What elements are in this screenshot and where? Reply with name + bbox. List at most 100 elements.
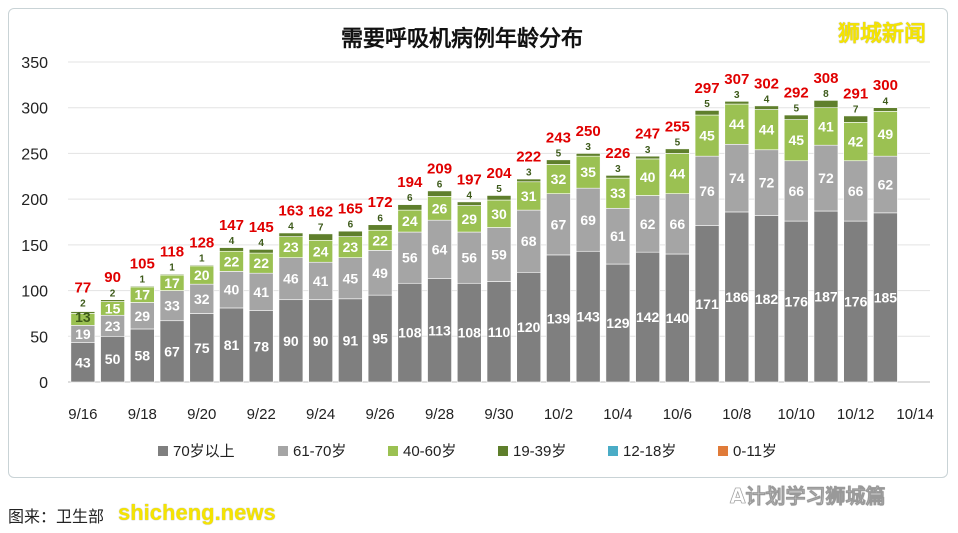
segment-value-label: 42 <box>848 134 864 150</box>
bar-segment-2 <box>843 122 868 162</box>
bar-segment-0 <box>308 299 333 383</box>
y-tick-label: 350 <box>21 55 48 72</box>
segment-value-label: 3 <box>585 142 591 153</box>
segment-value-label: 49 <box>372 265 388 281</box>
bar-segment-0 <box>783 220 809 383</box>
segment-value-label: 33 <box>164 298 180 314</box>
bar-segment-0 <box>189 313 215 383</box>
segment-value-label: 59 <box>491 246 507 262</box>
segment-value-label: 72 <box>759 175 775 191</box>
segment-value-label: 44 <box>729 116 745 132</box>
bar-segment-0 <box>367 294 393 383</box>
segment-value-label: 64 <box>432 241 448 257</box>
bar-segment-2 <box>486 199 512 228</box>
total-value-label: 302 <box>754 75 779 92</box>
segment-value-label: 2 <box>80 299 86 310</box>
y-tick-label: 100 <box>21 284 48 301</box>
bar-segment-3 <box>873 107 898 112</box>
legend-label: 19-39岁 <box>513 443 566 460</box>
segment-value-label: 110 <box>488 324 511 340</box>
segment-value-label: 6 <box>407 193 413 204</box>
bar-segment-2 <box>635 158 660 196</box>
segment-value-label: 3 <box>526 168 532 179</box>
bar-segment-3 <box>338 230 363 237</box>
segment-value-label: 90 <box>313 333 329 349</box>
bar-segment-2 <box>694 114 720 157</box>
bar-segment-3 <box>427 190 452 197</box>
segment-value-label: 15 <box>105 300 121 316</box>
chart-title: 需要呼吸机病例年龄分布 <box>341 26 583 52</box>
bar-segment-3 <box>516 178 542 183</box>
segment-value-label: 46 <box>283 271 299 287</box>
bar-segment-0 <box>456 282 482 383</box>
total-value-label: 308 <box>813 70 838 87</box>
bar-segment-1 <box>397 231 423 284</box>
segment-value-label: 143 <box>576 309 600 325</box>
y-tick-label: 300 <box>21 101 48 118</box>
bar-segment-0 <box>219 307 244 383</box>
total-value-label: 118 <box>160 244 184 261</box>
segment-value-label: 32 <box>551 171 567 187</box>
segment-value-label: 20 <box>194 267 210 283</box>
segment-value-label: 1 <box>169 263 175 274</box>
bar-segment-1 <box>338 257 363 300</box>
total-value-label: 226 <box>605 145 630 162</box>
bar-segment-3 <box>70 311 96 314</box>
segment-value-label: 182 <box>755 291 779 307</box>
segment-value-label: 176 <box>844 294 868 310</box>
segment-value-label: 108 <box>398 325 422 341</box>
bar-segment-2 <box>456 205 482 233</box>
segment-value-label: 171 <box>695 296 719 312</box>
segment-value-label: 68 <box>521 233 537 249</box>
x-tick-label: 9/30 <box>484 406 513 423</box>
segment-value-label: 81 <box>224 337 240 353</box>
segment-value-label: 185 <box>874 289 898 305</box>
segment-value-label: 23 <box>105 318 121 334</box>
bar-segment-3 <box>219 247 244 252</box>
legend-label: 70岁以上 <box>173 443 235 460</box>
total-value-label: 292 <box>784 85 809 102</box>
bar-segment-0 <box>694 225 720 383</box>
legend-swatch <box>278 446 288 456</box>
legend-label: 0-11岁 <box>733 443 777 460</box>
bar-segment-2 <box>813 107 839 146</box>
bar-segment-1 <box>456 231 482 284</box>
watermark-logo-top: 狮城新闻 <box>838 22 927 47</box>
segment-value-label: 22 <box>224 253 240 269</box>
segment-value-label: 66 <box>788 183 804 199</box>
bar-segment-3 <box>278 232 304 237</box>
total-value-label: 77 <box>75 280 92 297</box>
x-tick-label: 9/28 <box>425 406 454 423</box>
legend-label: 12-18岁 <box>623 443 676 460</box>
segment-value-label: 40 <box>640 169 656 185</box>
total-value-label: 147 <box>219 217 244 234</box>
segment-value-label: 1 <box>199 254 205 265</box>
segment-value-label: 24 <box>402 213 418 229</box>
total-value-label: 255 <box>665 118 690 135</box>
bar-segment-3 <box>694 110 720 116</box>
segment-value-label: 108 <box>458 325 482 341</box>
bar-segment-0 <box>70 342 96 383</box>
bar-segment-3 <box>546 159 571 165</box>
x-tick-label: 10/8 <box>722 406 751 423</box>
x-tick-label: 10/12 <box>837 406 875 423</box>
bar-segment-3 <box>754 105 779 110</box>
segment-value-label: 67 <box>551 216 567 232</box>
total-value-label: 197 <box>457 171 482 188</box>
segment-value-label: 56 <box>461 250 477 266</box>
bar-segment-0 <box>665 253 690 383</box>
bar-segment-0 <box>754 215 779 383</box>
x-tick-label: 10/6 <box>663 406 692 423</box>
segment-value-label: 186 <box>725 289 749 305</box>
bar-segment-0 <box>605 263 631 383</box>
total-value-label: 250 <box>576 123 601 140</box>
bar-segment-0 <box>338 298 363 383</box>
segment-value-label: 58 <box>135 348 151 364</box>
segment-value-label: 26 <box>432 200 448 216</box>
segment-value-label: 75 <box>194 340 210 356</box>
legend-swatch <box>158 446 168 456</box>
total-value-label: 222 <box>516 149 541 166</box>
watermark-site: shicheng.news <box>118 500 276 525</box>
bar-segment-3 <box>100 299 125 302</box>
